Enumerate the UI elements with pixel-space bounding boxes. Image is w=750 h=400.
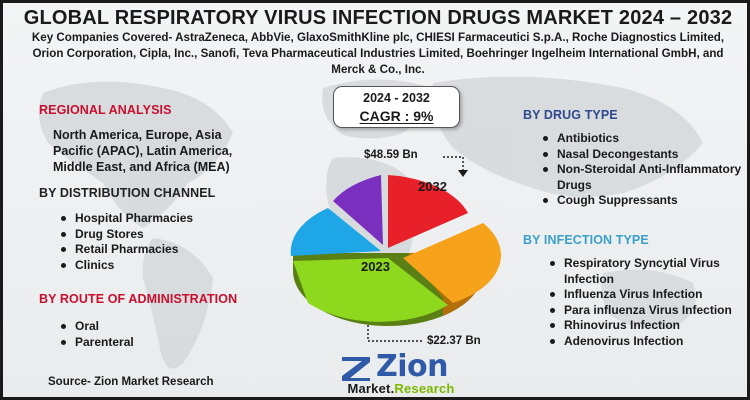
key-companies-subtitle: Key Companies Covered- AstraZeneca, AbbV… <box>31 31 725 76</box>
forecast-box: 2024 - 2032 CAGR : 9% <box>333 86 460 128</box>
pie-slice-red <box>388 175 468 248</box>
route-of-administration-heading: BY ROUTE OF ADMINISTRATION <box>39 292 238 306</box>
zion-logo: Zion Market.Research <box>336 349 466 397</box>
logo-sub-market: Market. <box>347 381 395 396</box>
logo-sub-research: Research <box>394 381 455 396</box>
pie-slice-orange <box>403 223 501 303</box>
pie-slice-green <box>293 258 448 322</box>
callout-2032-value: $48.59 Bn <box>364 149 418 161</box>
list-item: Influenza Virus Infection <box>548 287 743 303</box>
infection-type-list: Respiratory Syncytial Virus Infection In… <box>548 256 743 349</box>
list-item: Nasal Decongestants <box>541 147 746 163</box>
route-of-administration-list: Oral Parenteral <box>59 319 134 350</box>
market-pie-chart: 2032 2023 <box>290 156 501 342</box>
cagr-value: CAGR : 9% <box>359 108 434 124</box>
zion-logo-wordmark: Zion <box>376 349 449 384</box>
source-note: Source- Zion Market Research <box>48 376 214 388</box>
list-item: Clinics <box>59 258 193 274</box>
list-item: Parenteral <box>59 335 134 351</box>
pie-slice-purple <box>333 175 383 245</box>
list-item: Hospital Pharmacies <box>59 211 193 227</box>
pie-slice-blue <box>290 208 381 256</box>
drug-type-list: Antibiotics Nasal Decongestants Non-Ster… <box>541 131 746 209</box>
list-item: Retail Pharmacies <box>59 242 193 258</box>
callout-2023-value: $22.37 Bn <box>427 335 481 347</box>
list-item: Oral <box>59 319 134 335</box>
callout-2032-arrowhead <box>458 170 468 177</box>
regional-analysis-text: North America, Europe, Asia Pacific (APA… <box>53 128 233 174</box>
list-item: Respiratory Syncytial Virus Infection <box>548 256 743 287</box>
distribution-channel-list: Hospital Pharmacies Drug Stores Retail P… <box>59 211 193 273</box>
forecast-years: 2024 - 2032 <box>363 91 430 105</box>
distribution-channel-heading: BY DISTRIBUTION CHANNEL <box>39 186 216 200</box>
infection-type-heading: BY INFECTION TYPE <box>523 233 649 247</box>
callout-2032-leader <box>443 156 464 173</box>
list-item: Rhinovirus Infection <box>548 318 743 334</box>
zion-logo-subtitle: Market.Research <box>336 381 466 396</box>
list-item: Adenovirus Infection <box>548 334 743 350</box>
pie-label-2032: 2032 <box>418 179 447 194</box>
regional-analysis-heading: REGIONAL ANALYSIS <box>39 103 172 117</box>
list-item: Non-Steroidal Anti-Inflammatory Drugs <box>541 162 746 193</box>
list-item: Antibiotics <box>541 131 746 147</box>
list-item: Cough Suppressants <box>541 193 746 209</box>
list-item: Para influenza Virus Infection <box>548 303 743 319</box>
page-title: GLOBAL RESPIRATORY VIRUS INFECTION DRUGS… <box>23 7 733 29</box>
zion-logo-mark <box>342 357 370 381</box>
drug-type-heading: BY DRUG TYPE <box>523 108 618 122</box>
pie-label-2023: 2023 <box>361 259 390 274</box>
list-item: Drug Stores <box>59 227 193 243</box>
